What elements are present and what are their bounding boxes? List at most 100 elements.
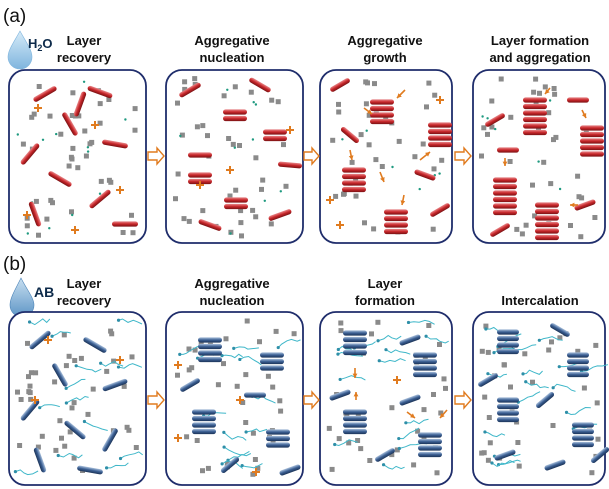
platelet-stack	[567, 352, 589, 378]
gray-square	[283, 183, 289, 189]
surfactant-chain	[521, 369, 543, 376]
gray-square	[439, 157, 445, 163]
platelet-stack	[343, 409, 367, 435]
surfactant-chain	[240, 463, 263, 469]
gray-square	[485, 131, 490, 137]
gray-square	[379, 164, 385, 169]
platelet-stack	[535, 202, 559, 241]
surfactant-chain	[222, 445, 250, 456]
gray-square	[28, 370, 34, 376]
teal-dot	[481, 115, 484, 118]
gray-square	[69, 209, 74, 215]
platelet	[33, 447, 47, 473]
gray-square	[589, 470, 595, 476]
platelet	[418, 438, 442, 445]
platelet-stack	[523, 97, 547, 136]
gray-square	[31, 111, 37, 117]
platelet	[343, 343, 367, 349]
platelet	[102, 428, 118, 452]
gray-square	[278, 408, 284, 414]
gray-square	[443, 385, 448, 391]
gray-square	[83, 153, 89, 159]
surfactant-chain	[118, 451, 144, 461]
surfactant-chain	[376, 334, 402, 343]
platelet	[580, 131, 604, 138]
gray-square	[223, 336, 229, 342]
platelet	[102, 139, 128, 149]
process-arrow-icon	[454, 146, 472, 166]
stage-b1-title-line2: recovery	[57, 293, 112, 308]
platelet	[493, 183, 517, 190]
gray-square	[29, 114, 35, 120]
platelet	[266, 429, 290, 435]
platelet	[535, 215, 559, 221]
gray-square	[108, 328, 114, 334]
stage-a4-title-line2: and aggregation	[489, 50, 590, 65]
platelet	[89, 189, 111, 209]
teal-dot	[233, 146, 236, 149]
plus-sign	[196, 181, 204, 189]
orange-arrow	[400, 194, 406, 206]
teal-dot	[365, 129, 368, 132]
plus-sign	[174, 361, 182, 369]
gray-square	[363, 101, 369, 107]
platelet-stack	[497, 397, 519, 423]
gray-square	[375, 319, 381, 325]
platelet	[244, 392, 266, 398]
platelet	[278, 161, 302, 169]
gray-square	[97, 101, 103, 107]
orange-arrow	[570, 202, 578, 208]
platelet	[523, 103, 547, 110]
platelet	[192, 428, 216, 435]
platelet	[266, 442, 290, 448]
orange-arrow	[348, 149, 354, 161]
platelet	[33, 86, 57, 102]
gray-square	[221, 93, 227, 99]
gray-square	[575, 173, 581, 179]
platelet	[329, 389, 351, 401]
teal-dot	[86, 146, 90, 149]
platelet	[52, 363, 68, 387]
platelet	[550, 323, 570, 337]
platelet	[370, 112, 394, 118]
platelet	[574, 199, 596, 211]
gray-square	[595, 436, 601, 442]
teal-dot	[41, 138, 45, 141]
gray-square	[501, 362, 507, 368]
surfactant-chain	[178, 344, 203, 356]
platelet-stack	[263, 129, 287, 142]
platelet-stack	[343, 330, 367, 356]
gray-square	[63, 363, 69, 369]
surfactant-chain	[74, 364, 102, 373]
surfactant-chain	[104, 462, 129, 470]
platelet	[535, 228, 559, 234]
platelet-stack	[384, 209, 408, 235]
gray-square	[358, 446, 364, 452]
gray-square	[132, 106, 138, 112]
platelet	[413, 371, 437, 378]
platelet	[478, 373, 498, 387]
platelet	[192, 409, 216, 415]
platelet	[268, 209, 292, 221]
platelet	[399, 394, 421, 406]
gray-square	[265, 373, 271, 379]
platelet	[544, 459, 566, 471]
gray-square	[412, 154, 418, 160]
plus-sign	[326, 196, 334, 204]
gray-square	[537, 90, 542, 96]
teal-dot	[254, 103, 258, 106]
gray-square	[182, 79, 188, 85]
platelet	[535, 392, 555, 408]
platelet-stack	[342, 167, 366, 193]
gray-square	[20, 141, 26, 147]
surfactant-chain	[424, 334, 449, 344]
gray-square	[415, 428, 421, 434]
gray-square	[200, 468, 205, 474]
gray-square	[253, 155, 259, 161]
gray-square	[431, 166, 437, 172]
plus-sign	[436, 96, 444, 104]
platelet	[384, 215, 408, 222]
platelet-stack	[198, 337, 222, 363]
platelet	[418, 451, 442, 458]
